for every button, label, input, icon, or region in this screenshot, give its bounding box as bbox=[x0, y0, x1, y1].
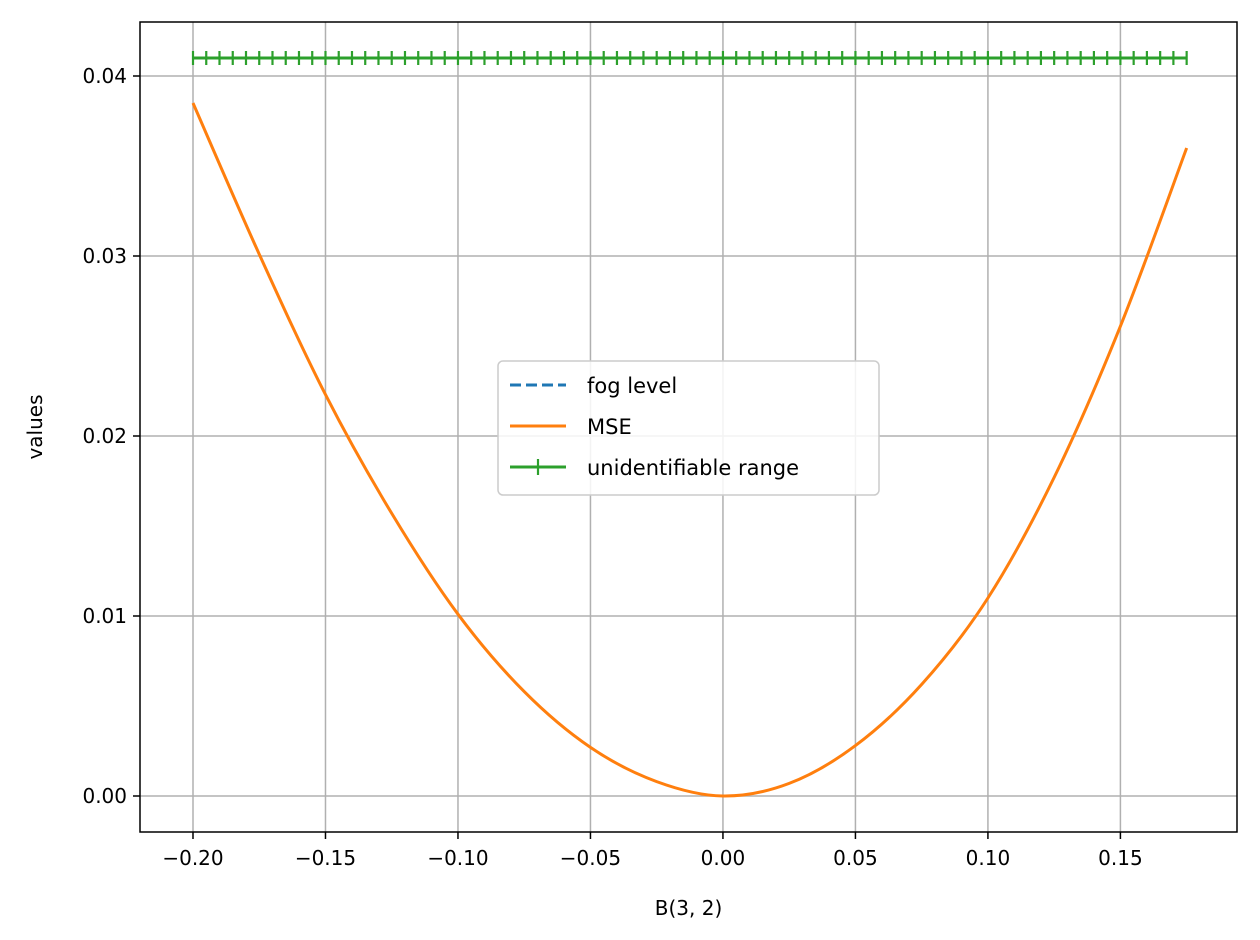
y-axis: 0.00 0.01 0.02 0.03 0.04 bbox=[82, 64, 140, 808]
x-tick-label: 0.05 bbox=[833, 846, 878, 870]
y-tick-label: 0.00 bbox=[82, 784, 127, 808]
y-tick-label: 0.02 bbox=[82, 424, 127, 448]
y-tick-label: 0.04 bbox=[82, 64, 127, 88]
legend-label: fog level bbox=[587, 374, 677, 398]
series-line-mse bbox=[191, 102, 1189, 798]
y-tick-label: 0.03 bbox=[82, 244, 127, 268]
x-tick-label: 0.10 bbox=[966, 846, 1011, 870]
x-tick-label: −0.05 bbox=[560, 846, 621, 870]
x-tick-label: −0.15 bbox=[295, 846, 356, 870]
x-tick-label: −0.20 bbox=[162, 846, 223, 870]
y-axis-label: values bbox=[23, 394, 47, 459]
x-tick-label: 0.00 bbox=[701, 846, 746, 870]
plot-frame bbox=[139, 21, 1238, 833]
y-tick-label: 0.01 bbox=[82, 604, 127, 628]
x-axis-label: B(3, 2) bbox=[655, 896, 723, 920]
legend-label: MSE bbox=[587, 415, 632, 439]
legend: fog level MSE unidentifiable range bbox=[497, 360, 880, 496]
x-axis: −0.20 −0.15 −0.10 −0.05 0.00 0.05 0.10 0.15 bbox=[162, 832, 1143, 870]
x-tick-label: −0.10 bbox=[427, 846, 488, 870]
x-tick-label: 0.15 bbox=[1098, 846, 1143, 870]
legend-box bbox=[497, 360, 880, 496]
legend-label: unidentifiable range bbox=[587, 456, 799, 480]
series-layer bbox=[191, 51, 1189, 798]
